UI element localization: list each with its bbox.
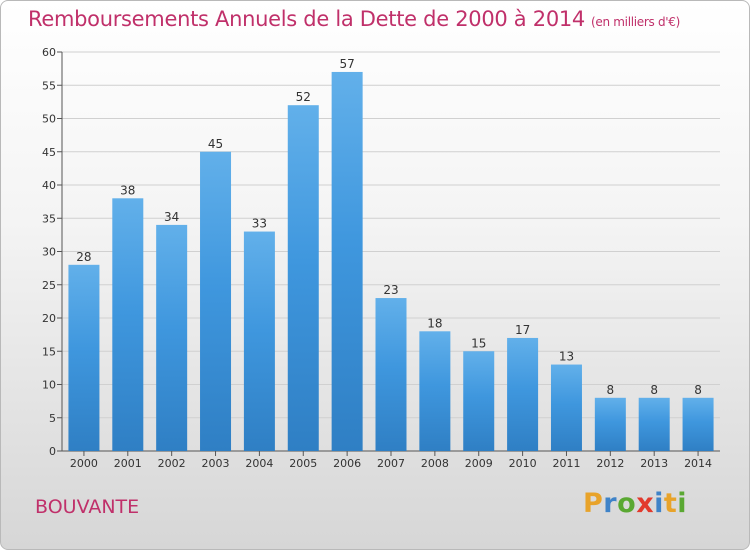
bars <box>68 71 714 451</box>
value-label-2008: 18 <box>427 316 442 330</box>
y-tick-label: 40 <box>42 179 56 192</box>
logo-letter: r <box>603 488 618 519</box>
bar-2014 <box>682 397 714 451</box>
value-label-2014: 8 <box>694 383 702 397</box>
x-tick-label-2001: 2001 <box>114 457 142 470</box>
bar-2005 <box>287 105 319 451</box>
value-label-2009: 15 <box>471 336 486 350</box>
value-label-2006: 57 <box>339 57 354 71</box>
x-tick-label-2002: 2002 <box>158 457 186 470</box>
x-tick-label-2012: 2012 <box>596 457 624 470</box>
value-label-2012: 8 <box>607 383 615 397</box>
value-label-2011: 13 <box>559 350 574 364</box>
value-label-2005: 52 <box>296 90 311 104</box>
x-tick-label-2003: 2003 <box>202 457 230 470</box>
logo-letter: o <box>617 488 637 519</box>
bar-2003 <box>200 151 232 451</box>
value-label-2010: 17 <box>515 323 530 337</box>
y-tick-label: 25 <box>42 279 56 292</box>
x-tick-label-2005: 2005 <box>289 457 317 470</box>
y-tick-label: 60 <box>42 46 56 59</box>
value-label-2013: 8 <box>650 383 658 397</box>
bar-2011 <box>550 364 582 451</box>
x-tick-label-2000: 2000 <box>70 457 98 470</box>
logo-letter: P <box>583 488 604 519</box>
bar-2008 <box>419 331 451 451</box>
commune-name: BOUVANTE <box>35 496 140 518</box>
y-tick-label: 50 <box>42 113 56 126</box>
x-tick-label-2014: 2014 <box>684 457 712 470</box>
bar-2000 <box>68 264 100 451</box>
value-label-2001: 38 <box>120 183 135 197</box>
x-tick-label-2011: 2011 <box>552 457 580 470</box>
logo-letter: i <box>654 488 664 519</box>
x-tick-label-2004: 2004 <box>245 457 273 470</box>
value-label-2000: 28 <box>76 250 91 264</box>
logo-letter: t <box>663 488 678 519</box>
bar-2007 <box>375 298 407 451</box>
x-tick-label-2008: 2008 <box>421 457 449 470</box>
x-tick-label-2006: 2006 <box>333 457 361 470</box>
bar-2012 <box>594 397 626 451</box>
y-tick-label: 0 <box>49 445 56 458</box>
logo-letter: x <box>636 488 655 519</box>
logo-letter: i <box>677 488 688 519</box>
x-tick-label-2009: 2009 <box>465 457 493 470</box>
x-tick-label-2013: 2013 <box>640 457 668 470</box>
y-tick-label: 35 <box>42 212 56 225</box>
bar-2002 <box>156 224 188 451</box>
value-label-2007: 23 <box>383 283 398 297</box>
value-label-2004: 33 <box>252 217 267 231</box>
y-tick-label: 55 <box>42 79 56 92</box>
x-tick-label-2007: 2007 <box>377 457 405 470</box>
y-tick-label: 45 <box>42 146 56 159</box>
y-tick-label: 20 <box>42 312 56 325</box>
labels: 0 5 10 15 20 25 30 35 40 45 50 55 60 28 2000 38 2001 34 20… <box>42 46 712 470</box>
value-label-2003: 45 <box>208 137 223 151</box>
y-tick-label: 5 <box>49 412 56 425</box>
x-tick-label-2010: 2010 <box>509 457 537 470</box>
chart-unit: (en milliers d'€) <box>591 15 681 29</box>
y-tick-label: 15 <box>42 345 56 358</box>
bar-2006 <box>331 71 363 451</box>
chart-title-text: Remboursements Annuels de la Dette de 20… <box>28 7 585 31</box>
bar-2009 <box>463 351 495 451</box>
value-label-2002: 34 <box>164 210 179 224</box>
y-tick-label: 30 <box>42 246 56 259</box>
chart-title: Remboursements Annuels de la Dette de 20… <box>28 7 680 31</box>
bar-2010 <box>507 337 539 451</box>
bar-2001 <box>112 198 144 451</box>
y-tick-label: 10 <box>42 379 56 392</box>
proxiti-logo: Proxiti <box>583 488 687 519</box>
bar-2004 <box>243 231 275 451</box>
bar-2013 <box>638 397 670 451</box>
